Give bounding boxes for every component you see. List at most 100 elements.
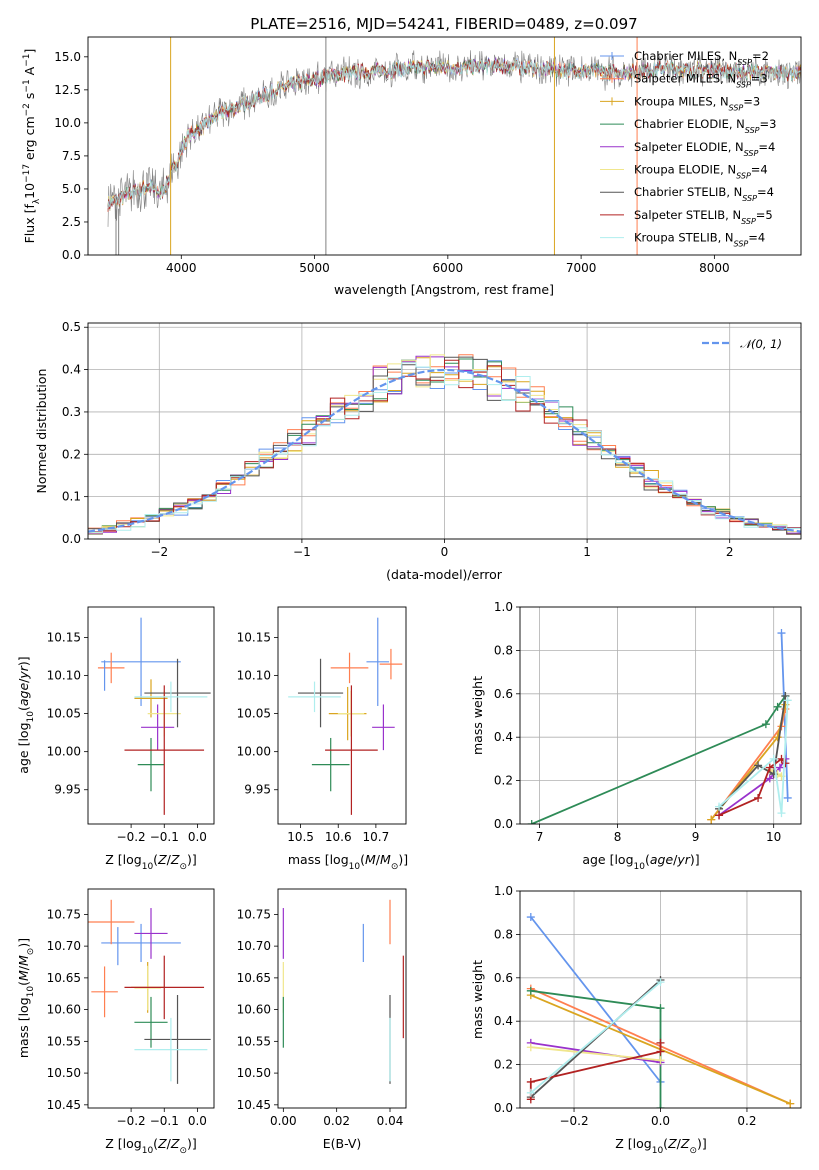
legend-label: Kroupa ELODIE, NSSP=4 <box>634 163 768 181</box>
y-tick-label: 0.2 <box>62 447 81 461</box>
x-tick-label: 0 <box>441 545 449 559</box>
weight-marker <box>656 1047 665 1056</box>
spectrum-ylabel: Flux [fλ10−17 erg cm−2 s−1 A−1] <box>22 49 42 244</box>
spectrum-xlabel: wavelength [Angstrom, rest frame] <box>334 282 554 297</box>
y-tick-label: 9.95 <box>244 783 271 797</box>
y-tick-label: 0.2 <box>494 774 513 788</box>
y-tick-label: 5.0 <box>62 182 81 196</box>
y-tick-label: 0.0 <box>62 532 81 546</box>
figure-title: PLATE=2516, MJD=54241, FIBERID=0489, z=0… <box>250 15 637 33</box>
weight-marker <box>754 793 763 802</box>
weight-line <box>530 1042 661 1064</box>
x-tick-label: 0.2 <box>737 1114 756 1128</box>
weight-marker <box>526 913 535 922</box>
mass-z-xlabel: Z [log10(Z/Z⊙)] <box>105 1136 197 1156</box>
weight-marker <box>786 1099 795 1108</box>
weight-marker <box>527 820 536 824</box>
y-tick-label: 10.65 <box>47 971 81 985</box>
x-tick-label: −1 <box>293 545 311 559</box>
y-tick-label: 10.15 <box>47 630 81 644</box>
spectrum-axes: 4000 5000 6000 7000 8000 0.0 2.5 5.0 7.5 10.0 12.5… <box>54 50 729 275</box>
age_vs_mass-plot-area <box>288 617 403 815</box>
y-tick-label: 0.6 <box>494 971 513 985</box>
y-tick-label: 0.4 <box>494 1014 513 1028</box>
age-mass-xlabel: mass [log10(M/M⊙)] <box>288 852 408 872</box>
x-tick-label: −0.2 <box>117 1114 146 1128</box>
x-tick-label: 0.0 <box>188 830 207 844</box>
y-tick-label: 10.0 <box>54 116 81 130</box>
weight-marker <box>777 629 786 638</box>
weight-marker <box>656 1104 665 1108</box>
x-tick-label: 7 <box>536 830 544 844</box>
y-tick-label: 10.10 <box>237 669 271 683</box>
x-tick-label: 4000 <box>166 261 197 275</box>
y-tick-label: 10.15 <box>237 630 271 644</box>
legend-label: Salpeter STELIB, NSSP=5 <box>634 208 773 226</box>
weight-marker <box>769 754 778 763</box>
x-tick-label: 0.00 <box>270 1114 297 1128</box>
normal-legend-label: 𝒩(0, 1) <box>740 337 782 351</box>
y-tick-label: 0.4 <box>62 363 81 377</box>
y-tick-label: 10.65 <box>237 971 271 985</box>
legend-label: Chabrier STELIB, NSSP=4 <box>634 185 774 203</box>
y-tick-label: 10.75 <box>47 907 81 921</box>
weight_vs_Z-ylabel: mass weight <box>470 960 485 1039</box>
legend-label: Kroupa STELIB, NSSP=4 <box>634 231 765 249</box>
age-ylabel: age [log10(age/yr)] <box>16 656 36 773</box>
y-tick-label: 0.3 <box>62 405 81 419</box>
weight-line <box>529 1042 662 1100</box>
weight-marker <box>765 774 774 783</box>
y-tick-label: 10.60 <box>237 1003 271 1017</box>
x-tick-label: 1 <box>583 545 591 559</box>
weight-z-xlabel: Z [log10(Z/Z⊙)] <box>615 1136 707 1156</box>
x-tick-label: 5000 <box>299 261 330 275</box>
legend-label: Salpeter ELODIE, NSSP=4 <box>634 140 775 158</box>
weight-marker <box>656 978 665 987</box>
residuals-plot-area <box>88 354 801 538</box>
weight-line <box>531 695 787 824</box>
x-tick-label: 0.0 <box>188 1114 207 1128</box>
age_vs_mass-frame <box>277 606 407 825</box>
y-tick-label: 15.0 <box>54 50 81 64</box>
legend-label: Chabrier MILES, NSSP=2 <box>634 49 769 67</box>
weight_vs_Z-plot-area <box>526 913 795 1108</box>
spectrum-model-line <box>107 58 801 209</box>
weight-marker <box>765 763 774 772</box>
weight-marker <box>781 691 790 700</box>
mass_vs_EBV-plot-area <box>282 899 404 1084</box>
y-tick-label: 12.5 <box>54 83 81 97</box>
y-tick-label: 10.50 <box>237 1066 271 1080</box>
x-tick-label: 2 <box>726 545 734 559</box>
weight-marker <box>773 733 782 742</box>
y-tick-label: 10.45 <box>237 1098 271 1112</box>
y-tick-label: 10.70 <box>237 939 271 953</box>
residuals-axes: −2 −1 0 1 2 0.0 0.1 0.2 0.3 0.4 0.5 <box>62 320 801 559</box>
x-tick-label: −0.2 <box>559 1114 588 1128</box>
weight_vs_age-frame <box>519 606 802 825</box>
x-tick-label: 8 <box>614 830 622 844</box>
y-tick-label: 0.0 <box>494 1101 513 1115</box>
weight-marker <box>781 759 790 768</box>
x-tick-label: 10.5 <box>287 830 314 844</box>
weight-marker <box>777 809 786 818</box>
y-tick-label: 9.95 <box>54 783 81 797</box>
mass-ylabel: mass [log10(M/M⊙)] <box>16 938 36 1058</box>
y-tick-label: 1.0 <box>494 600 513 614</box>
weight-marker <box>761 720 770 729</box>
spectrum-frame <box>87 36 802 256</box>
residuals-frame <box>87 322 802 540</box>
weight-marker <box>526 1043 535 1052</box>
weight_vs_age-ylabel: mass weight <box>470 676 485 755</box>
y-tick-label: 0.0 <box>494 817 513 831</box>
y-tick-label: 10.10 <box>47 669 81 683</box>
y-tick-label: 10.75 <box>237 907 271 921</box>
y-tick-label: 10.50 <box>47 1066 81 1080</box>
weight-line <box>530 981 662 1094</box>
weight-marker <box>783 696 792 705</box>
y-tick-label: 0.5 <box>62 320 81 334</box>
y-tick-label: 10.70 <box>47 939 81 953</box>
y-tick-label: 0.4 <box>494 730 513 744</box>
weight_vs_Z-frame <box>519 890 802 1109</box>
mass_vs_Z-frame <box>87 888 215 1109</box>
